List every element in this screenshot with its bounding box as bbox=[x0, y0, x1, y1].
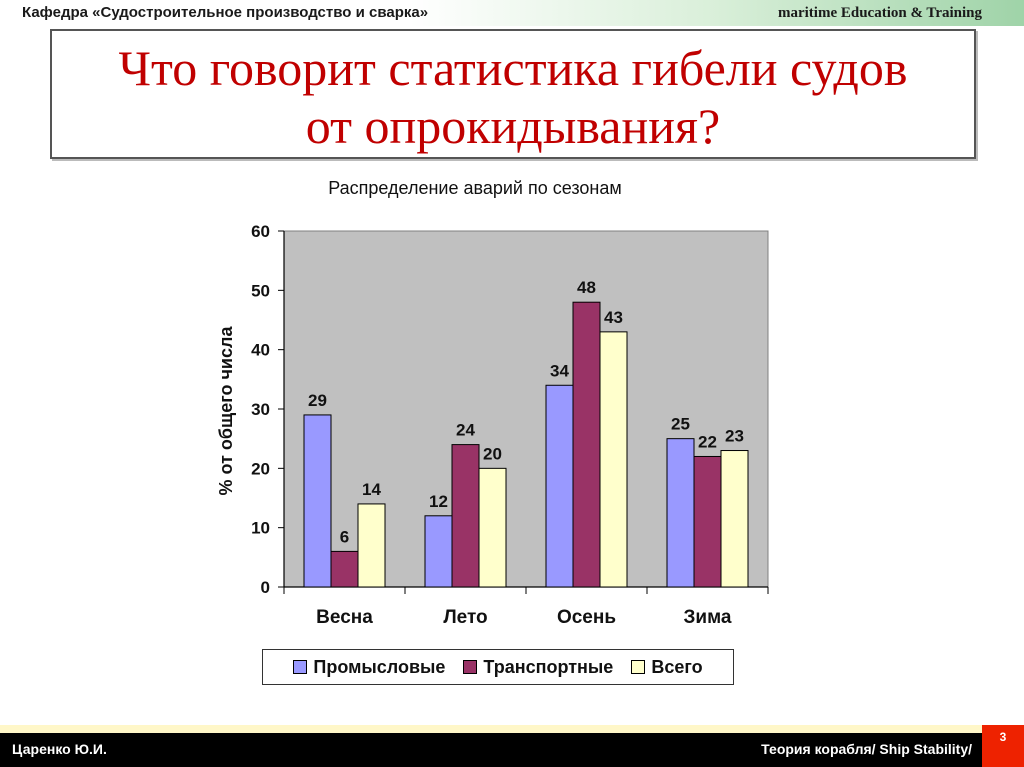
legend-item: Промысловые bbox=[293, 657, 445, 678]
legend-label: Промысловые bbox=[313, 656, 446, 677]
data-label: 25 bbox=[671, 415, 690, 434]
data-label: 14 bbox=[362, 480, 381, 499]
data-label: 29 bbox=[308, 391, 327, 410]
y-tick-label: 0 bbox=[261, 578, 270, 597]
slide-title: Что говорит статистика гибели судов от о… bbox=[52, 39, 974, 155]
page-number: 3 bbox=[982, 725, 1024, 767]
data-label: 24 bbox=[456, 421, 475, 440]
y-tick-label: 10 bbox=[251, 519, 270, 538]
y-tick-label: 20 bbox=[251, 459, 270, 478]
footer-bar: Царенко Ю.И. Теория корабля/ Ship Stabil… bbox=[0, 733, 1024, 767]
bar-2-3 bbox=[572, 301, 601, 588]
y-tick-label: 30 bbox=[251, 400, 270, 419]
data-label: 6 bbox=[340, 527, 349, 546]
data-label: 20 bbox=[483, 444, 502, 463]
data-label: 23 bbox=[725, 427, 744, 446]
slide-title-line-1: Что говорит статистика гибели судов bbox=[118, 40, 908, 96]
legend-swatch bbox=[463, 660, 478, 674]
brand-label: maritime Education & Training bbox=[777, 5, 982, 21]
bar-3-4 bbox=[720, 450, 749, 588]
legend-swatch bbox=[631, 660, 646, 674]
bar-2-4 bbox=[693, 455, 722, 588]
y-axis-label: % от общего числа bbox=[216, 326, 236, 496]
data-label: 43 bbox=[604, 308, 623, 327]
legend-item: Транспортные bbox=[463, 657, 613, 678]
slide-title-line-2: от опрокидывания? bbox=[305, 98, 721, 154]
legend-label: Всего bbox=[651, 656, 703, 677]
slide-title-box: Что говорит статистика гибели судов от о… bbox=[50, 29, 976, 159]
data-label: 34 bbox=[550, 361, 569, 380]
chart-title: Распределение аварий по сезонам bbox=[328, 178, 622, 198]
y-tick-label: 50 bbox=[251, 281, 270, 300]
author-label: Царенко Ю.И. bbox=[12, 741, 107, 757]
legend-item: Всего bbox=[631, 656, 703, 678]
bar-1-1 bbox=[303, 414, 332, 588]
header-bar: Кафедра «Судостроительное производство и… bbox=[0, 0, 1024, 26]
y-tick-label: 40 bbox=[251, 341, 270, 360]
legend-label: Транспортные bbox=[483, 656, 614, 677]
data-label: 12 bbox=[429, 492, 448, 511]
footer-divider bbox=[0, 725, 1024, 733]
bar-1-3 bbox=[545, 384, 574, 588]
x-tick-label: Осень bbox=[557, 607, 616, 628]
x-tick-label: Лето bbox=[443, 607, 487, 628]
y-tick-label: 60 bbox=[251, 222, 270, 241]
bar-1-4 bbox=[666, 438, 695, 588]
x-tick-label: Весна bbox=[316, 607, 373, 628]
x-tick-label: Зима bbox=[684, 607, 732, 628]
bar-1-2 bbox=[424, 515, 453, 588]
legend-swatch bbox=[293, 660, 308, 674]
bar-3-1 bbox=[357, 503, 386, 588]
bar-3-3 bbox=[599, 331, 628, 588]
data-label: 48 bbox=[577, 278, 596, 297]
course-label: Теория корабля/ Ship Stability/ bbox=[761, 741, 972, 757]
bar-2-2 bbox=[451, 444, 480, 588]
data-label: 22 bbox=[698, 432, 717, 451]
bar-2-1 bbox=[330, 550, 359, 588]
chart-legend: Промысловые Транспортные Всего bbox=[262, 649, 734, 685]
department-label: Кафедра «Судостроительное производство и… bbox=[22, 4, 429, 21]
bar-3-2 bbox=[478, 467, 507, 588]
